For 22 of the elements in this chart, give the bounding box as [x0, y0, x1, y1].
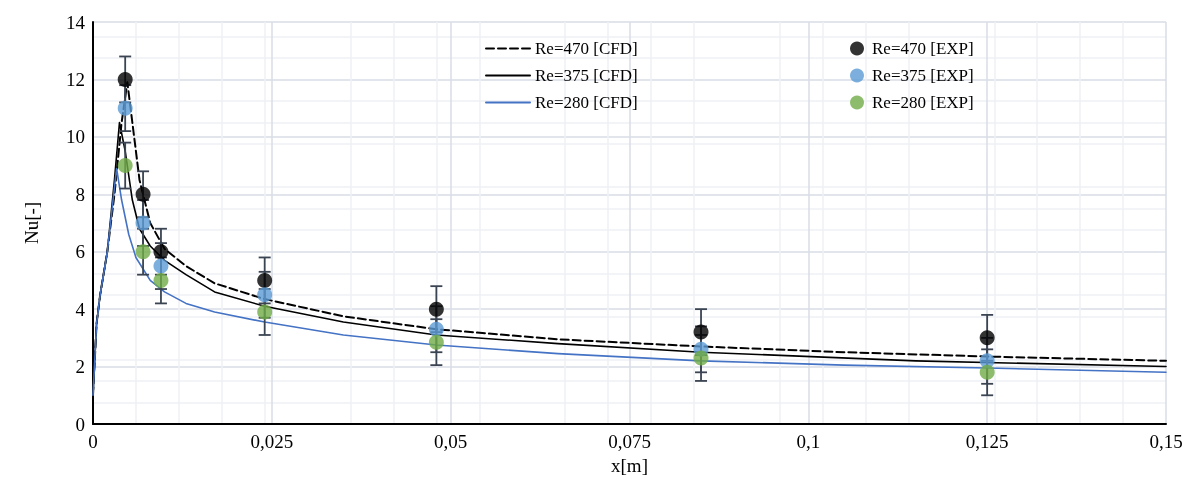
y-tick-label: 14: [66, 11, 86, 33]
y-tick-label: 0: [75, 413, 85, 435]
x-tick-label: 0,15: [1149, 431, 1183, 452]
y-tick-label: 2: [75, 356, 85, 378]
legend-label: Re=470 [CFD]: [535, 39, 638, 58]
legend-label: Re=375 [CFD]: [535, 66, 638, 85]
x-axis-title: x[m]: [611, 454, 648, 476]
legend-label: Re=280 [EXP]: [872, 93, 974, 112]
x-tick-label: 0,05: [434, 431, 468, 452]
y-axis-title: Nu[-]: [21, 201, 42, 245]
legend-label: Re=280 [CFD]: [535, 93, 638, 112]
y-tick-label: 12: [66, 68, 85, 90]
y-tick-label: 4: [75, 298, 86, 320]
x-tick-label: 0,1: [796, 431, 821, 452]
y-tick-label: 6: [75, 241, 85, 263]
x-tick-label: 0,075: [608, 431, 651, 452]
x-tick-label: 0,125: [965, 431, 1009, 452]
y-tick-label: 8: [75, 183, 85, 205]
x-tick-label: 0,025: [250, 431, 294, 452]
y-tick-label: 10: [66, 126, 85, 148]
legend-label: Re=375 [EXP]: [872, 66, 974, 85]
legend-label: Re=470 [EXP]: [872, 39, 974, 58]
